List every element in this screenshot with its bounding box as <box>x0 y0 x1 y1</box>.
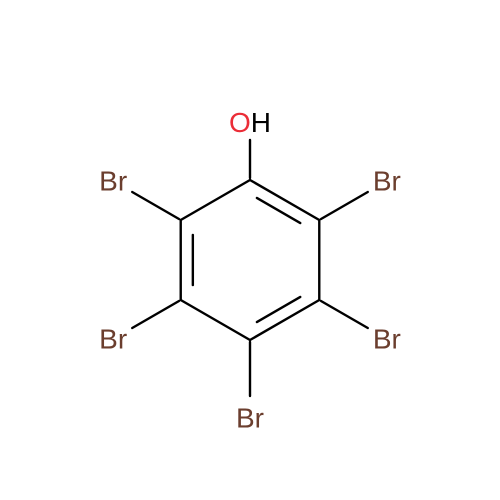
bromine-label: Br <box>99 166 127 197</box>
ring-double-bond <box>257 198 300 223</box>
substituent-bond <box>321 192 368 219</box>
substituent-bond <box>132 192 179 219</box>
bromine-label: Br <box>99 324 127 355</box>
substituent-bond <box>132 301 179 328</box>
ring-bond <box>181 300 250 340</box>
bromine-label: Br <box>373 166 401 197</box>
molecule-diagram: OH Br Br Br Br Br <box>0 0 500 500</box>
hydroxyl-label: OH <box>229 107 271 138</box>
bromine-label: Br <box>373 324 401 355</box>
bromine-label: Br <box>236 403 264 434</box>
substituent-bond <box>321 301 368 328</box>
ring-bond <box>181 180 250 220</box>
ring-double-bond <box>257 297 300 322</box>
